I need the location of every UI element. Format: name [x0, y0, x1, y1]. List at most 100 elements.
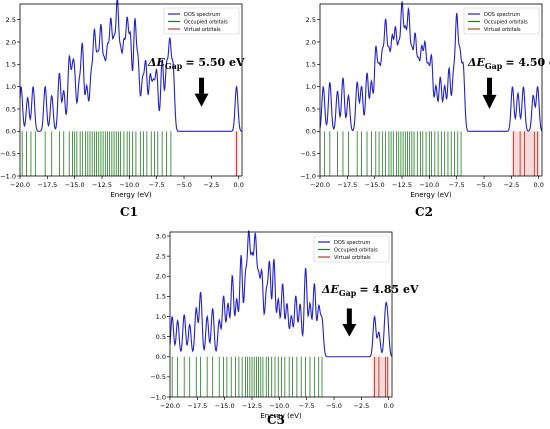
y-tick-label: 3.0: [156, 232, 166, 240]
x-tick-label: −5.0: [176, 181, 192, 189]
x-axis-label: Energy (eV): [260, 412, 302, 420]
y-tick-label: 0.5: [156, 333, 166, 341]
x-tick-label: −12.5: [242, 402, 262, 410]
y-tick-label: 1.0: [6, 83, 16, 91]
plot-frame: [19, 3, 243, 177]
gap-annotation-value: = 5.50 eV: [185, 56, 245, 69]
x-tick-label: −20.0: [160, 402, 180, 410]
legend-entry: Occupied orbitals: [484, 20, 528, 26]
gap-annotation-prefix: ΔE: [147, 56, 166, 69]
legend-entry: Virtual orbitals: [484, 27, 521, 33]
chart-panel-c2: −20.0 −17.5 −15.0 −12.5 −10.0 −7.5 −5.0 −2.5 0.0…: [300, 1, 550, 219]
y-tick-label: 1.0: [156, 313, 166, 321]
y-tick-label: −0.5: [150, 373, 166, 381]
y-tick-label: −1.0: [150, 393, 166, 401]
x-tick-label: −10.0: [269, 402, 289, 410]
gap-annotation: ΔEGap = 5.50 eV: [147, 56, 245, 71]
x-tick-label: 0.0: [234, 181, 244, 189]
legend-entry: Virtual orbitals: [184, 27, 221, 33]
x-tick-label: −7.5: [449, 181, 465, 189]
x-tick-label: −15.0: [215, 402, 235, 410]
gap-arrow-head: [482, 94, 497, 109]
legend-box: [313, 235, 390, 263]
gap-annotation-subscript: Gap: [485, 62, 503, 71]
virtual-orbital-band: [511, 131, 540, 176]
gap-annotation-subscript: Gap: [165, 62, 183, 71]
y-tick-label: −0.5: [0, 150, 16, 158]
legend-entry: DOS spectrum: [184, 12, 220, 18]
x-axis-label: Energy (eV): [410, 191, 452, 199]
plot-frame: [169, 231, 393, 398]
x-tick-label: 0.0: [534, 181, 544, 189]
x-tick-label: −20.0: [10, 181, 30, 189]
x-tick-label: −7.5: [299, 402, 315, 410]
x-tick-label: −17.5: [187, 402, 207, 410]
x-tick-label: −5.0: [476, 181, 492, 189]
x-tick-label: −10.0: [419, 181, 439, 189]
plot-frame: [319, 3, 543, 177]
y-tick-label: 1.5: [306, 61, 316, 69]
x-tick-label: −15.0: [65, 181, 85, 189]
y-tick-label: 2.5: [306, 16, 316, 24]
x-axis-label: Energy (eV): [110, 191, 152, 199]
x-tick-label: −2.5: [353, 402, 369, 410]
y-tick-label: 0.5: [306, 105, 316, 113]
y-tick-label: −1.0: [0, 172, 16, 180]
dos-spectrum-line: [169, 230, 393, 358]
x-tick-label: −15.0: [365, 181, 385, 189]
gap-arrow-shaft: [346, 308, 352, 324]
y-tick-label: −0.5: [300, 150, 316, 158]
gap-arrow: [482, 77, 497, 109]
legend-entry: DOS spectrum: [334, 240, 370, 246]
gap-arrow-shaft: [487, 77, 493, 95]
legend-box: [463, 7, 540, 35]
legend-entry: Occupied orbitals: [184, 20, 228, 26]
y-tick-label: 2.5: [6, 16, 16, 24]
y-tick-label: 0.0: [6, 128, 16, 136]
virtual-orbital-band: [372, 356, 390, 397]
gap-annotation-subscript: Gap: [339, 289, 357, 298]
panel-label: C3: [267, 413, 285, 427]
panel-label: C1: [120, 205, 138, 219]
x-tick-label: −7.5: [149, 181, 165, 189]
gap-arrow-head: [342, 323, 357, 337]
dos-spectrum-line: [319, 1, 543, 132]
panel-label: C2: [415, 205, 433, 219]
chart-panel-c3: −20.0 −17.5 −15.0 −12.5 −10.0 −7.5 −5.0 −2.5 0.0…: [150, 230, 419, 427]
legend-entry: Virtual orbitals: [334, 255, 371, 261]
x-tick-label: 0.0: [384, 402, 394, 410]
gap-arrow: [342, 308, 357, 337]
y-tick-label: 1.0: [306, 83, 316, 91]
y-tick-label: 2.0: [306, 38, 316, 46]
gap-arrow-shaft: [199, 77, 205, 94]
chart-panel-c1: −20.0 −17.5 −15.0 −12.5 −10.0 −7.5 −5.0 −2.5 0.0…: [0, 0, 245, 219]
gap-arrow: [194, 77, 209, 107]
x-tick-label: −17.5: [337, 181, 357, 189]
gap-annotation-value: = 4.50 eV: [505, 56, 550, 69]
y-tick-label: 2.5: [156, 252, 166, 260]
x-tick-label: −5.0: [326, 402, 342, 410]
y-tick-label: −1.0: [300, 172, 316, 180]
x-tick-label: −12.5: [392, 181, 412, 189]
dos-spectrum-line: [19, 0, 243, 132]
gap-arrow-head: [194, 93, 209, 107]
x-tick-label: −2.5: [203, 181, 219, 189]
x-tick-label: −17.5: [37, 181, 57, 189]
x-tick-label: −20.0: [310, 181, 330, 189]
legend-entry: DOS spectrum: [484, 12, 520, 18]
y-tick-label: 2.0: [156, 273, 166, 281]
x-tick-label: −2.5: [503, 181, 519, 189]
y-tick-label: 0.0: [306, 128, 316, 136]
x-tick-label: −12.5: [92, 181, 112, 189]
gap-annotation: ΔEGap = 4.85 eV: [321, 283, 419, 298]
y-tick-label: 0.5: [6, 105, 16, 113]
y-tick-label: 0.0: [156, 353, 166, 361]
legend-entry: Occupied orbitals: [334, 248, 378, 254]
y-tick-label: 1.5: [156, 293, 166, 301]
y-tick-label: 2.0: [6, 38, 16, 46]
gap-annotation-prefix: ΔE: [321, 283, 340, 296]
